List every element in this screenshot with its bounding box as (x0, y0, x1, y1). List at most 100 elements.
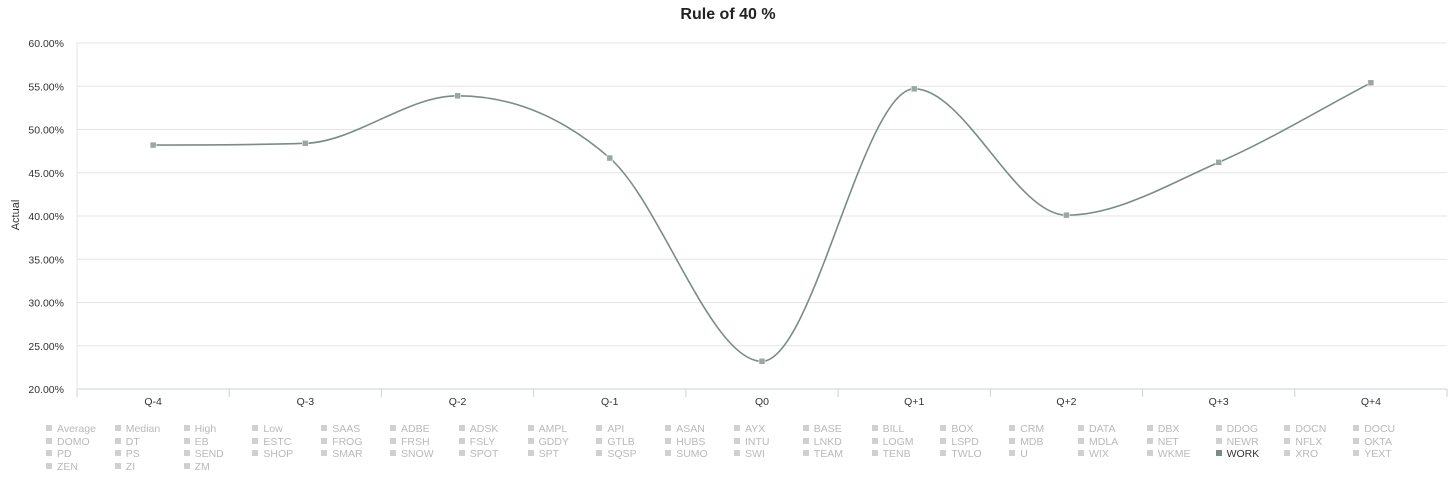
legend-item[interactable]: BASE (802, 423, 842, 436)
legend-item[interactable]: EB (183, 436, 209, 449)
legend-item[interactable]: ZEN (46, 461, 78, 474)
legend-item[interactable]: GTLB (596, 435, 635, 449)
legend-swatch-icon (458, 437, 465, 444)
legend-item[interactable]: LSPD (940, 436, 979, 449)
legend-item[interactable]: INTU (734, 436, 770, 449)
legend-item[interactable]: SAAS (321, 423, 360, 436)
legend-item[interactable]: U (1009, 448, 1028, 461)
legend-item[interactable]: OKTA (1353, 436, 1392, 449)
legend-label: FSLY (469, 435, 496, 448)
legend-label: MDLA (1089, 435, 1119, 448)
legend-item[interactable]: Low (252, 423, 283, 436)
data-point[interactable] (1063, 211, 1070, 219)
legend-item[interactable]: Average (46, 423, 96, 436)
legend-item[interactable]: SNOW (390, 448, 434, 461)
legend-item[interactable]: ADBE (390, 423, 430, 436)
data-point[interactable] (302, 140, 309, 147)
legend-item[interactable]: TEAM (802, 448, 843, 461)
legend-item[interactable]: LNKD (802, 436, 842, 449)
legend-item[interactable]: ADSK (458, 423, 498, 436)
y-tick-label: 25.00% (28, 341, 64, 353)
legend-label: NEWR (1226, 435, 1259, 448)
legend-item[interactable]: SUMO (665, 448, 708, 461)
legend-label: DT (125, 435, 140, 448)
legend-item[interactable]: SPT (527, 448, 559, 461)
legend-item[interactable]: MDB (1009, 436, 1044, 449)
legend-item[interactable]: NFLX (1284, 436, 1322, 449)
legend-item[interactable]: AYX (734, 423, 765, 436)
legend-item[interactable]: DOMO (46, 436, 90, 449)
legend-item[interactable]: Median (114, 423, 160, 436)
legend-swatch-icon (321, 450, 328, 457)
legend-item[interactable]: DT (114, 435, 140, 449)
x-tick-label: Q-2 (449, 396, 467, 408)
legend-item[interactable]: XRO (1284, 448, 1318, 461)
legend-swatch-icon (665, 450, 672, 457)
legend-item[interactable]: ZI (114, 461, 135, 474)
legend-label: OKTA (1364, 435, 1392, 448)
data-point[interactable] (454, 92, 461, 100)
data-point[interactable] (149, 141, 157, 149)
legend-label: GDDY (538, 435, 569, 448)
legend-item[interactable]: SHOP (252, 448, 293, 461)
legend-item[interactable]: ESTC (252, 436, 291, 449)
y-tick-label: 45.00% (28, 168, 64, 180)
legend-label: API (607, 423, 625, 435)
legend-item[interactable]: MDLA (1078, 436, 1118, 449)
legend-item[interactable]: AMPL (527, 423, 567, 436)
legend-item[interactable]: SMAR (321, 448, 363, 461)
legend-item[interactable]: PS (114, 448, 140, 461)
legend-item[interactable]: ZM (183, 461, 210, 474)
legend-label: ZM (194, 461, 210, 474)
legend-swatch-icon (871, 437, 878, 444)
legend-item[interactable]: WKME (1146, 448, 1190, 461)
legend-label: CRM (1020, 423, 1045, 435)
legend-item[interactable]: GDDY (527, 435, 569, 449)
y-tick-label: 30.00% (28, 298, 64, 310)
legend-item[interactable]: NEWR (1215, 435, 1259, 449)
legend-item[interactable]: NET (1146, 436, 1179, 449)
legend-item[interactable]: DOCN (1284, 423, 1326, 436)
legend-item[interactable]: TWLO (940, 448, 982, 461)
legend-item[interactable]: FRSH (390, 436, 430, 449)
legend-item[interactable]: ASAN (665, 423, 705, 436)
legend-item[interactable]: FROG (321, 436, 363, 449)
legend-item[interactable]: DOCU (1353, 423, 1395, 436)
legend-swatch-icon (114, 463, 121, 470)
legend-swatch-icon (46, 450, 52, 457)
legend-item[interactable]: DDOG (1215, 423, 1258, 436)
legend-label: GTLB (607, 435, 635, 448)
legend-item[interactable]: DBX (1146, 423, 1180, 436)
data-point[interactable] (1215, 159, 1222, 166)
legend-label: SEND (194, 448, 224, 461)
legend-label: PD (57, 448, 72, 461)
legend-item[interactable]: FSLY (458, 435, 496, 449)
legend-item[interactable]: YEXT (1353, 448, 1392, 461)
legend-item[interactable]: CRM (1009, 423, 1044, 436)
legend-item[interactable]: SPOT (458, 448, 498, 461)
legend-item[interactable]: WORK (1215, 448, 1260, 461)
legend-item[interactable]: HUBS (665, 436, 705, 449)
legend-item[interactable]: SQSP (596, 448, 637, 461)
legend-item[interactable]: High (183, 423, 216, 436)
x-tick-label: Q+4 (1361, 396, 1381, 408)
legend-item[interactable]: API (596, 423, 624, 436)
legend-item[interactable]: LOGM (871, 436, 914, 449)
legend-item[interactable]: SWI (734, 448, 765, 461)
data-point[interactable] (606, 154, 614, 162)
data-point[interactable] (1367, 79, 1375, 87)
legend-label: DBX (1157, 423, 1180, 435)
y-tick-label: 50.00% (28, 125, 64, 137)
legend-item[interactable]: BILL (871, 423, 904, 436)
legend-item[interactable]: DATA (1078, 423, 1115, 436)
legend-item[interactable]: PD (46, 448, 72, 461)
legend-label: WORK (1226, 448, 1260, 461)
data-point[interactable] (758, 358, 766, 365)
legend-swatch-icon (1146, 425, 1153, 431)
legend-swatch-icon (871, 425, 878, 431)
data-point[interactable] (910, 85, 918, 93)
legend-item[interactable]: TENB (871, 448, 911, 461)
legend-item[interactable]: WIX (1078, 448, 1109, 461)
legend-item[interactable]: SEND (183, 448, 224, 461)
legend-item[interactable]: BOX (940, 423, 974, 436)
